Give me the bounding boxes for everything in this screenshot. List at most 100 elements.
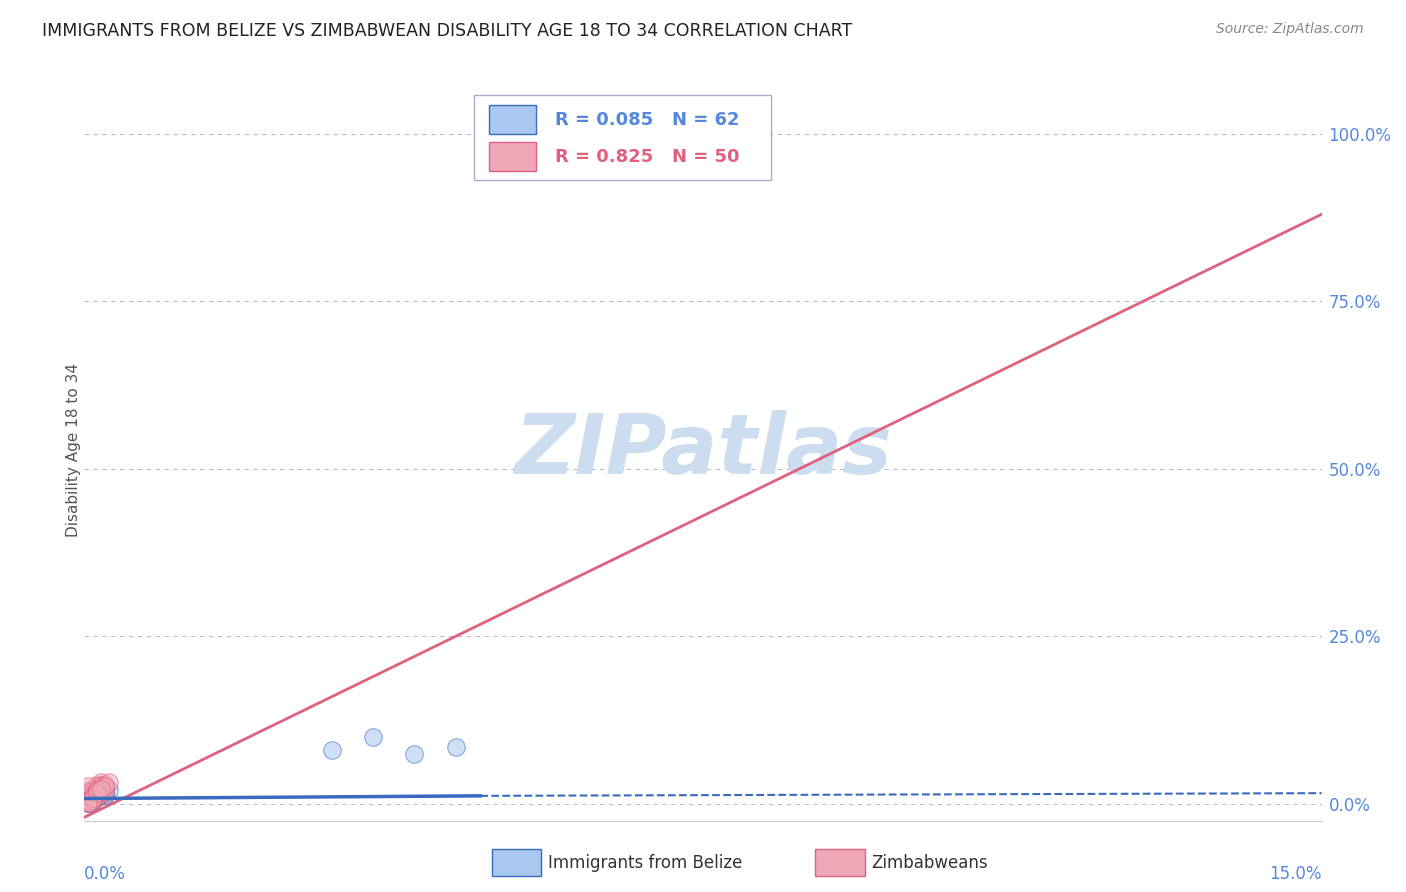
Point [94,785,117,799]
Point [86,789,108,804]
Point [86,786,108,800]
Text: Zimbabweans: Zimbabweans [872,854,988,871]
Point [82,789,104,803]
Text: ZIPatlas: ZIPatlas [515,410,891,491]
Point [86,785,108,799]
Point [94,782,117,797]
Point [444,739,467,754]
Point [77,785,100,799]
Text: R = 0.085   N = 62: R = 0.085 N = 62 [554,111,740,128]
Point [82,793,104,807]
Point [86,789,108,803]
Point [82,788,104,802]
Point [86,786,108,800]
Point [82,792,104,806]
Point [82,783,104,797]
Point [82,791,104,805]
Point [82,790,104,805]
Point [77,795,100,809]
Point [82,790,104,805]
Point [361,730,384,744]
Point [82,790,104,805]
Point [82,791,104,805]
Point [90,780,112,794]
Point [82,793,104,807]
Point [86,789,108,804]
Point [98,775,121,789]
Bar [489,104,536,135]
Point [86,789,108,803]
Point [77,793,100,807]
Point [94,780,117,794]
Point [86,789,108,804]
Point [82,790,104,805]
Point [77,795,100,809]
Point [86,788,108,802]
Text: IMMIGRANTS FROM BELIZE VS ZIMBABWEAN DISABILITY AGE 18 TO 34 CORRELATION CHART: IMMIGRANTS FROM BELIZE VS ZIMBABWEAN DIS… [42,22,852,40]
Y-axis label: Disability Age 18 to 34: Disability Age 18 to 34 [66,363,80,538]
Point [82,792,104,806]
Point [77,796,100,810]
Point [86,785,108,799]
Point [77,794,100,808]
Point [86,788,108,802]
Point [404,747,426,761]
Point [86,785,108,799]
Point [77,794,100,808]
Point [77,788,100,802]
Point [82,791,104,805]
Point [90,786,112,800]
Point [82,790,104,805]
Point [77,793,100,807]
Point [90,786,112,800]
Point [86,790,108,805]
Point [86,783,108,797]
Point [77,780,100,794]
Point [86,789,108,803]
Point [77,794,100,808]
Point [77,793,100,807]
Point [82,790,104,805]
Point [77,791,100,805]
Point [86,788,108,802]
Point [82,791,104,805]
Point [82,790,104,805]
Point [94,788,117,802]
Point [77,793,100,807]
Point [77,794,100,808]
Point [82,793,104,807]
Point [77,794,100,808]
Point [82,790,104,805]
Text: Immigrants from Belize: Immigrants from Belize [548,854,742,871]
Point [321,743,343,757]
Point [90,782,112,797]
Point [609,127,631,141]
Point [82,793,104,807]
Point [94,786,117,800]
Point [77,790,100,805]
Point [80,793,103,807]
Point [94,778,117,792]
Point [90,775,112,789]
Point [80,782,103,797]
Point [90,787,112,801]
Point [82,793,104,807]
FancyBboxPatch shape [474,95,770,180]
Point [82,789,104,803]
Point [77,795,100,809]
Bar [489,142,536,171]
Text: R = 0.825   N = 50: R = 0.825 N = 50 [554,147,740,166]
Point [94,785,117,799]
Text: Source: ZipAtlas.com: Source: ZipAtlas.com [1216,22,1364,37]
Point [86,789,108,804]
Point [77,795,100,809]
Point [82,788,104,802]
Point [98,783,121,797]
Point [90,787,112,801]
Point [90,778,112,792]
Point [77,785,100,799]
Point [77,795,100,809]
Point [77,795,100,809]
Point [77,796,100,810]
Point [90,782,112,797]
